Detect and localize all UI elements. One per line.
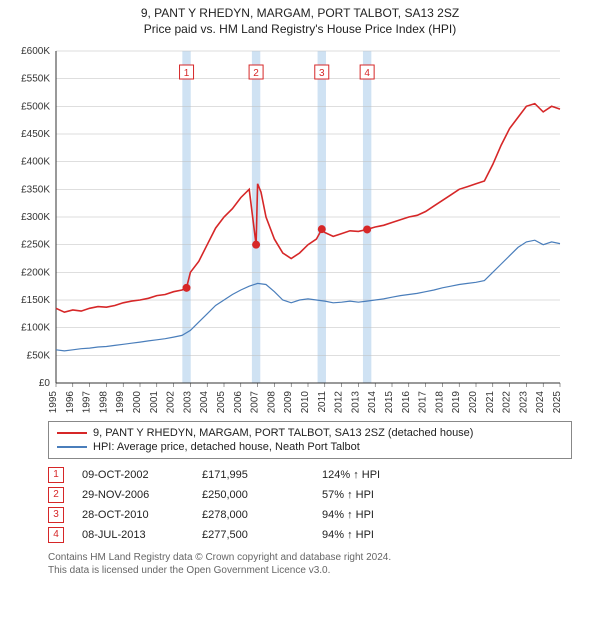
transaction-date: 09-OCT-2002	[82, 469, 202, 481]
svg-text:4: 4	[364, 68, 370, 79]
transaction-date: 28-OCT-2010	[82, 509, 202, 521]
transaction-number-box: 2	[48, 487, 64, 503]
legend-swatch	[57, 432, 87, 434]
transaction-row: 3 28-OCT-2010£278,00094% ↑ HPI	[48, 505, 572, 525]
transaction-row: 1 09-OCT-2002£171,995124% ↑ HPI	[48, 465, 572, 485]
svg-text:2001: 2001	[149, 391, 160, 413]
svg-text:£550K: £550K	[21, 74, 50, 85]
svg-text:£450K: £450K	[21, 129, 50, 140]
svg-text:3: 3	[319, 68, 325, 79]
svg-text:2022: 2022	[502, 391, 513, 413]
legend-label: 9, PANT Y RHEDYN, MARGAM, PORT TALBOT, S…	[93, 427, 473, 439]
svg-text:1995: 1995	[48, 391, 59, 413]
title-line-2: Price paid vs. HM Land Registry's House …	[8, 22, 592, 38]
svg-text:2003: 2003	[182, 391, 193, 413]
svg-text:2004: 2004	[199, 391, 210, 413]
svg-text:2018: 2018	[434, 391, 445, 413]
svg-text:2011: 2011	[317, 391, 328, 413]
transactions-table: 1 09-OCT-2002£171,995124% ↑ HPI 2 29-NOV-20…	[48, 465, 572, 545]
svg-text:2000: 2000	[132, 391, 143, 413]
transaction-price: £278,000	[202, 509, 322, 521]
svg-text:2017: 2017	[418, 391, 429, 413]
legend-label: HPI: Average price, detached house, Neat…	[93, 441, 360, 453]
transaction-vs-hpi: 94% ↑ HPI	[322, 529, 572, 541]
svg-text:2012: 2012	[334, 391, 345, 413]
transaction-price: £171,995	[202, 469, 322, 481]
transaction-row: 2 29-NOV-2006£250,00057% ↑ HPI	[48, 485, 572, 505]
footnote-line-2: This data is licensed under the Open Gov…	[48, 564, 572, 577]
svg-text:£50K: £50K	[27, 351, 51, 362]
svg-text:1: 1	[184, 68, 190, 79]
svg-text:2024: 2024	[535, 391, 546, 413]
legend-swatch	[57, 446, 87, 448]
transaction-date: 29-NOV-2006	[82, 489, 202, 501]
price-chart: £0 £50K £100K £150K £200K £250K £300K £350K £400…	[8, 43, 568, 413]
svg-text:1998: 1998	[98, 391, 109, 413]
svg-text:2015: 2015	[384, 391, 395, 413]
transaction-number-box: 1	[48, 467, 64, 483]
footnote-line-1: Contains HM Land Registry data © Crown c…	[48, 551, 572, 564]
transaction-vs-hpi: 57% ↑ HPI	[322, 489, 572, 501]
svg-text:2010: 2010	[300, 391, 311, 413]
svg-text:2016: 2016	[401, 391, 412, 413]
svg-text:2025: 2025	[552, 391, 563, 413]
svg-text:2009: 2009	[283, 391, 294, 413]
svg-text:2007: 2007	[250, 391, 261, 413]
transaction-vs-hpi: 94% ↑ HPI	[322, 509, 572, 521]
transaction-price: £277,500	[202, 529, 322, 541]
title-line-1: 9, PANT Y RHEDYN, MARGAM, PORT TALBOT, S…	[8, 6, 592, 22]
footnote: Contains HM Land Registry data © Crown c…	[48, 551, 572, 577]
transaction-row: 4 08-JUL-2013£277,50094% ↑ HPI	[48, 525, 572, 545]
svg-text:£500K: £500K	[21, 102, 50, 113]
svg-text:2019: 2019	[451, 391, 462, 413]
svg-text:1996: 1996	[65, 391, 76, 413]
legend-box: 9, PANT Y RHEDYN, MARGAM, PORT TALBOT, S…	[48, 421, 572, 459]
svg-text:2013: 2013	[350, 391, 361, 413]
svg-text:1999: 1999	[115, 391, 126, 413]
svg-text:£400K: £400K	[21, 157, 50, 168]
svg-text:2: 2	[253, 68, 259, 79]
svg-text:2006: 2006	[233, 391, 244, 413]
svg-text:£200K: £200K	[21, 268, 50, 279]
svg-text:£600K: £600K	[21, 46, 50, 57]
svg-text:£300K: £300K	[21, 212, 50, 223]
svg-text:2005: 2005	[216, 391, 227, 413]
svg-text:£100K: £100K	[21, 323, 50, 334]
svg-text:2020: 2020	[468, 391, 479, 413]
svg-text:£0: £0	[39, 378, 51, 389]
transaction-number-box: 4	[48, 527, 64, 543]
legend-item: 9, PANT Y RHEDYN, MARGAM, PORT TALBOT, S…	[57, 426, 563, 440]
svg-text:2023: 2023	[518, 391, 529, 413]
chart-title: 9, PANT Y RHEDYN, MARGAM, PORT TALBOT, S…	[8, 6, 592, 37]
svg-text:2008: 2008	[266, 391, 277, 413]
transaction-date: 08-JUL-2013	[82, 529, 202, 541]
svg-text:£350K: £350K	[21, 185, 50, 196]
transaction-number-box: 3	[48, 507, 64, 523]
svg-text:2021: 2021	[485, 391, 496, 413]
svg-text:2002: 2002	[166, 391, 177, 413]
svg-text:2014: 2014	[367, 391, 378, 413]
transaction-price: £250,000	[202, 489, 322, 501]
svg-text:£250K: £250K	[21, 240, 50, 251]
svg-text:1997: 1997	[82, 391, 93, 413]
transaction-vs-hpi: 124% ↑ HPI	[322, 469, 572, 481]
legend-item: HPI: Average price, detached house, Neat…	[57, 440, 563, 454]
svg-text:£150K: £150K	[21, 295, 50, 306]
